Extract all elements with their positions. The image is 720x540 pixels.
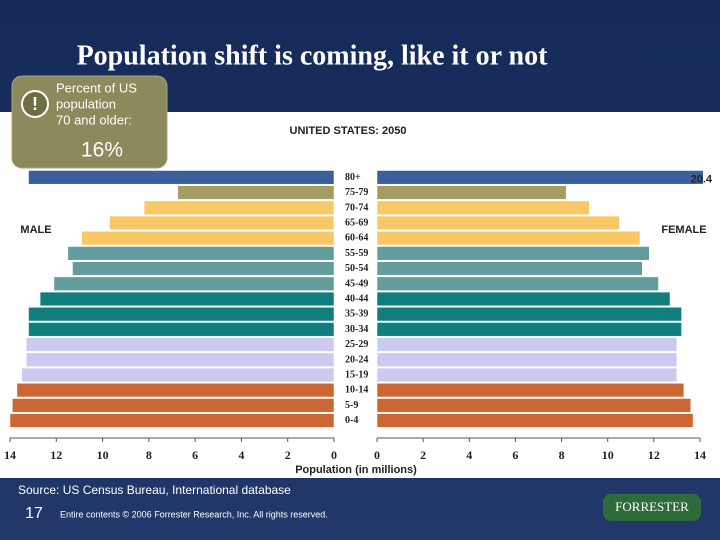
callout: ! Percent of US population 70 and older:… bbox=[11, 75, 168, 169]
bar bbox=[377, 215, 620, 231]
source: Source: US Census Bureau, International … bbox=[18, 483, 291, 497]
bar bbox=[377, 307, 682, 322]
x-tick-label: 10 bbox=[97, 448, 109, 462]
bar bbox=[67, 246, 334, 261]
bar bbox=[21, 367, 334, 383]
x-axis-label: Population (in millions) bbox=[295, 464, 417, 476]
age-label: 10-14 bbox=[345, 385, 368, 396]
callout-box bbox=[11, 75, 168, 169]
bar bbox=[377, 231, 641, 246]
bar bbox=[377, 170, 703, 185]
alert-mark: ! bbox=[32, 94, 38, 114]
bar bbox=[16, 383, 334, 398]
age-label: 5-9 bbox=[345, 400, 358, 411]
bar bbox=[377, 246, 650, 261]
bar bbox=[109, 215, 334, 231]
female-label: FEMALE bbox=[661, 224, 706, 236]
age-label: 40-44 bbox=[345, 293, 368, 304]
alert-icon bbox=[21, 90, 49, 118]
x-tick-label: 2 bbox=[420, 448, 426, 462]
age-label: 15-19 bbox=[345, 369, 368, 380]
callout-line: population bbox=[56, 96, 116, 111]
bar bbox=[377, 291, 671, 307]
bar bbox=[377, 337, 678, 352]
age-label: 55-59 bbox=[345, 248, 368, 259]
age-label: 30-34 bbox=[345, 324, 368, 335]
plot: 80+ 20.475-7970-7465-6960-6455-5950-5445-… bbox=[4, 170, 713, 462]
x-tick-label: 12 bbox=[50, 448, 62, 462]
callout-line: 70 and older: bbox=[56, 112, 132, 127]
copyright: Entire contents © 2006 Forrester Researc… bbox=[60, 509, 328, 519]
bar bbox=[377, 352, 678, 367]
age-label: 65-69 bbox=[345, 217, 368, 228]
chart-title: UNITED STATES: 2050 bbox=[290, 125, 407, 137]
logo-box bbox=[603, 494, 701, 521]
male-bars bbox=[10, 170, 334, 428]
age-label: 0-4 bbox=[345, 415, 358, 426]
bar bbox=[377, 413, 694, 428]
x-tick-label: 6 bbox=[192, 448, 198, 462]
x-tick-label: 14 bbox=[4, 448, 16, 462]
x-tick-label: 4 bbox=[466, 448, 472, 462]
bar bbox=[28, 170, 334, 185]
bar bbox=[25, 352, 334, 367]
male-label: MALE bbox=[20, 224, 51, 236]
age-label: 80+ bbox=[345, 172, 361, 183]
bar bbox=[28, 322, 334, 337]
age-label: 60-64 bbox=[345, 233, 368, 244]
x-tick-label: 4 bbox=[238, 448, 244, 462]
bar bbox=[72, 261, 334, 276]
bar bbox=[81, 231, 334, 246]
slide-title: Population shift is coming, like it or n… bbox=[77, 40, 549, 71]
bar bbox=[377, 200, 590, 215]
x-tick-label: 10 bbox=[602, 448, 614, 462]
x-tick-label: 2 bbox=[285, 448, 291, 462]
callout-value: 16% bbox=[81, 139, 123, 162]
age-label: 75-79 bbox=[345, 187, 368, 198]
bar bbox=[177, 185, 334, 200]
bar bbox=[39, 291, 334, 307]
x-tick-label: 0 bbox=[374, 448, 380, 462]
page-number: 17 bbox=[25, 505, 43, 522]
bar bbox=[377, 383, 685, 398]
bar bbox=[377, 261, 643, 276]
logo: FORRESTER bbox=[615, 499, 689, 514]
x-tick-label: 0 bbox=[331, 448, 337, 462]
bar bbox=[53, 276, 334, 291]
callout-line: Percent of US bbox=[56, 80, 137, 95]
value-label: 20.4 bbox=[691, 174, 713, 186]
age-label: 45-49 bbox=[345, 278, 368, 289]
bar bbox=[377, 398, 692, 413]
bar bbox=[377, 322, 682, 337]
age-label: 35-39 bbox=[345, 309, 368, 320]
age-label: 70-74 bbox=[345, 202, 368, 213]
x-tick-label: 14 bbox=[694, 448, 706, 462]
female-bars bbox=[377, 170, 703, 428]
age-label: 25-29 bbox=[345, 339, 368, 350]
bar bbox=[377, 185, 567, 200]
x-tick-label: 8 bbox=[559, 448, 565, 462]
age-label: 50-54 bbox=[345, 263, 368, 274]
bar bbox=[28, 307, 334, 322]
x-tick-label: 12 bbox=[648, 448, 660, 462]
bar bbox=[10, 413, 334, 428]
x-tick-label: 8 bbox=[146, 448, 152, 462]
bar bbox=[25, 337, 334, 352]
age-label: 20-24 bbox=[345, 354, 368, 365]
bar bbox=[12, 398, 334, 413]
bar bbox=[377, 367, 678, 383]
bar bbox=[143, 200, 334, 215]
x-tick-label: 6 bbox=[512, 448, 518, 462]
bar bbox=[377, 276, 659, 291]
